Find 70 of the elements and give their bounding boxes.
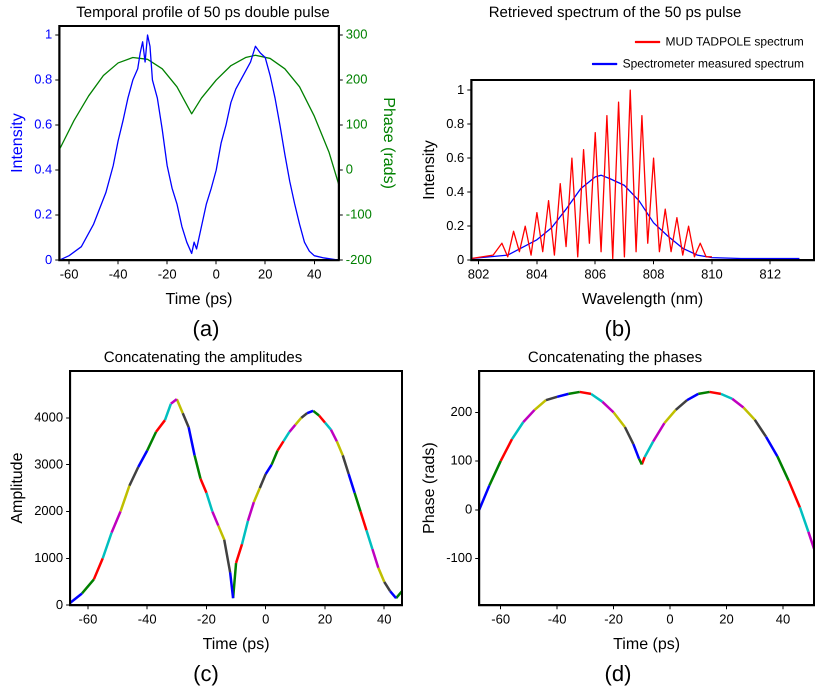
y2-tick-label: 0: [346, 162, 354, 177]
x-tick-label: 812: [759, 266, 782, 282]
text: (d): [604, 660, 632, 688]
y-tick-label: 0.2: [34, 206, 52, 222]
x-tick-label: -20: [158, 266, 177, 282]
y-tick-label: 4000: [34, 409, 64, 424]
x-tick-label: -60: [60, 266, 78, 282]
legend-label: Spectrometer measured spectrum: [622, 56, 804, 70]
x-tick-label: -40: [138, 612, 157, 627]
x-tick-label: -20: [197, 612, 216, 627]
y-tick-label: 0.8: [34, 72, 52, 87]
x-tick-label: 20: [258, 266, 272, 282]
x-axis-title: Time (ps): [202, 636, 270, 653]
x-tick-label: -60: [491, 612, 510, 627]
y-tick-label: 0.6: [34, 116, 52, 132]
x-tick-label: -40: [548, 612, 567, 627]
y-tick-label: 0: [457, 252, 464, 267]
y-tick-label: 2000: [34, 503, 64, 518]
y-axis-title: Intensity: [421, 140, 438, 200]
x-tick-label: 810: [701, 266, 723, 282]
y-tick-label: 0.4: [446, 184, 464, 199]
chart-title: Temporal profile of 50 ps double pulse: [76, 4, 330, 22]
y2-tick-label: 200: [346, 72, 368, 87]
y2-tick-label: 300: [346, 26, 368, 42]
x-tick-label: 40: [776, 612, 790, 627]
y-tick-label: 100: [450, 452, 472, 468]
x-tick-label: -60: [78, 612, 98, 627]
x-axis-title: Wavelength (nm): [582, 290, 704, 308]
x-axis-title: Time (ps): [166, 290, 233, 308]
x-tick-label: 0: [666, 612, 674, 627]
y-tick-label: 0.8: [446, 116, 464, 131]
y2-tick-label: -100: [346, 206, 372, 222]
y-tick-label: 200: [450, 404, 472, 419]
text: (c): [192, 660, 220, 688]
y-tick-label: 0.2: [446, 218, 464, 233]
y-tick-label: 1: [45, 26, 52, 42]
legend-label: MUD TADPOLE spectrum: [666, 34, 804, 48]
x-tick-label: 806: [584, 266, 606, 282]
y2-axis-title: Phase (rads): [380, 97, 397, 189]
y-tick-label: 0: [464, 501, 472, 516]
y-tick-label: 0.6: [446, 150, 464, 165]
x-tick-label: 40: [376, 612, 392, 627]
x-tick-label: 20: [318, 612, 332, 627]
x-tick-label: 804: [526, 266, 548, 282]
chart-title: Concatenating the phases: [528, 349, 702, 366]
y-tick-label: -100: [446, 550, 472, 566]
y-axis-title: Amplitude: [9, 452, 26, 524]
text: (a): [192, 315, 220, 343]
y-tick-label: 0.4: [34, 162, 52, 177]
y-axis-title: Intensity: [9, 113, 26, 173]
x-tick-label: -40: [108, 266, 128, 282]
y-axis-title: Phase (rads): [421, 442, 438, 534]
y-tick-label: 0: [56, 596, 64, 612]
x-axis-title: Time (ps): [613, 636, 680, 653]
y-tick-label: 1: [457, 82, 464, 97]
chart-title: Retrieved spectrum of the 50 ps pulse: [488, 4, 742, 22]
x-tick-label: 40: [307, 266, 322, 282]
y2-tick-label: -200: [346, 252, 372, 267]
y-tick-label: 1000: [34, 550, 64, 565]
x-tick-label: 20: [719, 612, 734, 627]
y2-tick-label: 100: [346, 116, 368, 132]
y-tick-label: 0: [45, 252, 52, 267]
x-tick-label: -20: [604, 612, 623, 627]
x-tick-label: 0: [262, 612, 270, 627]
x-tick-label: 808: [642, 266, 664, 282]
x-tick-label: 802: [468, 266, 490, 282]
chart-title: Concatenating the amplitudes: [104, 349, 302, 366]
y-tick-label: 3000: [34, 456, 64, 472]
text: (b): [604, 315, 632, 343]
x-tick-label: 0: [212, 266, 220, 282]
